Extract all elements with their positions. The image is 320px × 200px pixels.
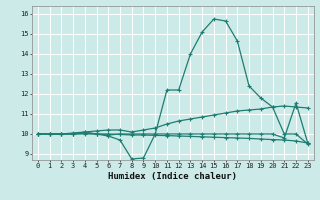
X-axis label: Humidex (Indice chaleur): Humidex (Indice chaleur) xyxy=(108,172,237,181)
